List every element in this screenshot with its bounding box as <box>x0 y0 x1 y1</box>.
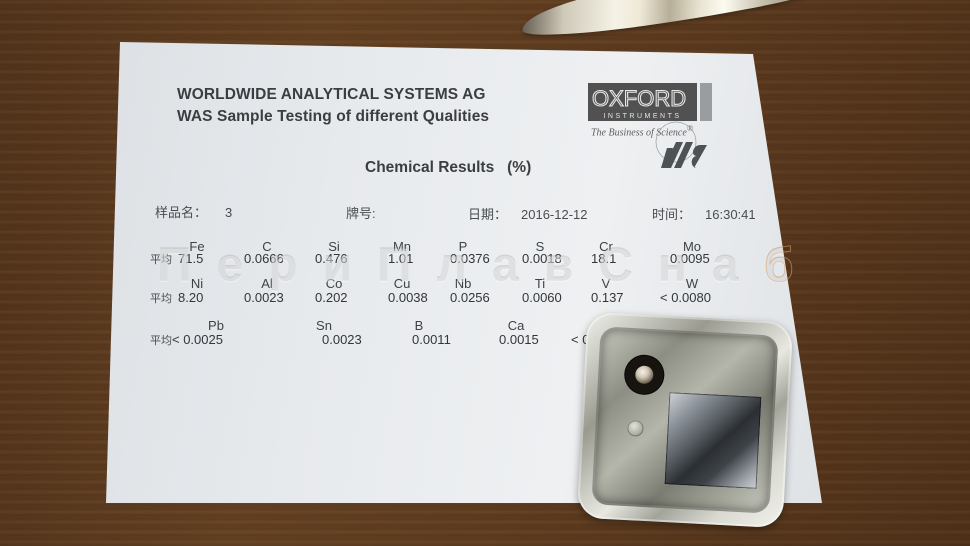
svg-text:OXFORD: OXFORD <box>592 86 686 111</box>
